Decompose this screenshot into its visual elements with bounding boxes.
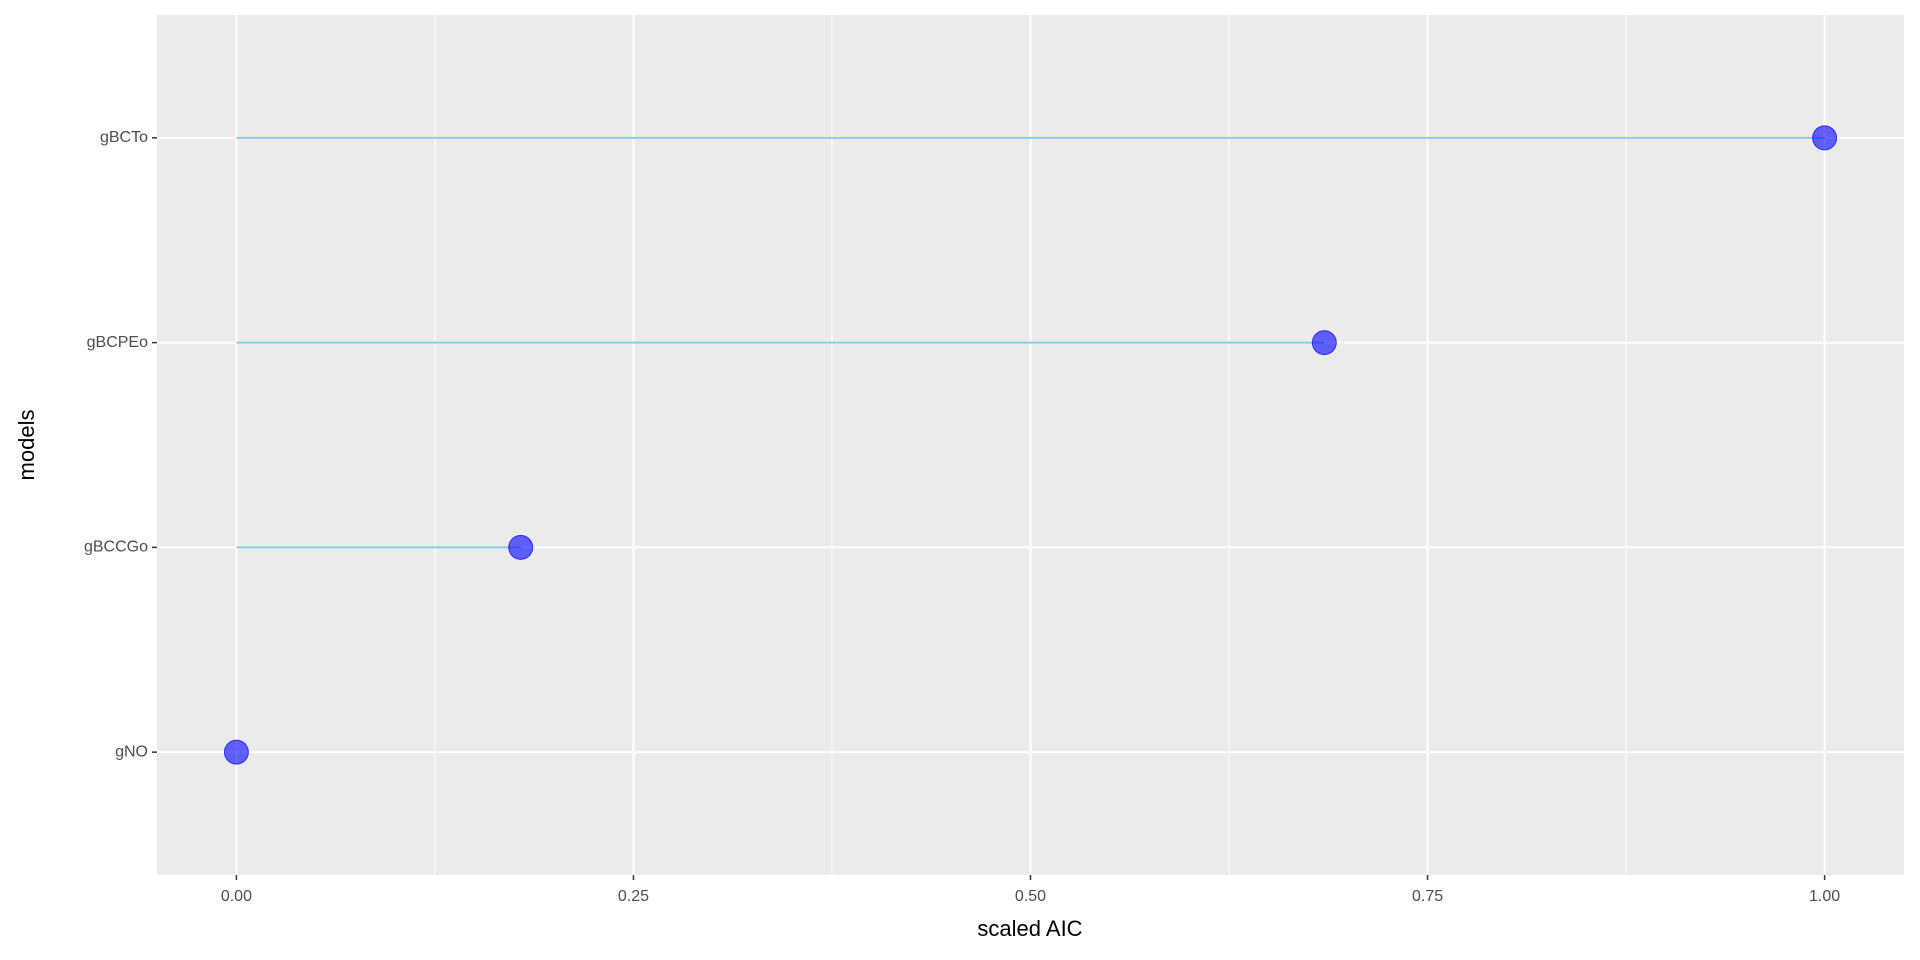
dot bbox=[1812, 125, 1838, 151]
x-axis-title: scaled AIC bbox=[977, 916, 1082, 941]
y-axis-title: models bbox=[14, 410, 39, 481]
dot bbox=[1311, 330, 1337, 356]
x-tick-label: 0.25 bbox=[618, 888, 649, 905]
y-tick-label: gBCCGo bbox=[84, 539, 148, 556]
x-tick-label: 1.00 bbox=[1809, 888, 1840, 905]
dot bbox=[223, 739, 249, 765]
y-tick-label: gNO bbox=[115, 743, 148, 760]
dot bbox=[508, 534, 534, 560]
x-tick-label: 0.00 bbox=[221, 888, 252, 905]
x-tick-label: 0.50 bbox=[1015, 888, 1046, 905]
y-tick-label: gBCTo bbox=[100, 129, 148, 146]
x-tick-label: 0.75 bbox=[1412, 888, 1443, 905]
y-tick-label: gBCPEo bbox=[87, 334, 148, 351]
